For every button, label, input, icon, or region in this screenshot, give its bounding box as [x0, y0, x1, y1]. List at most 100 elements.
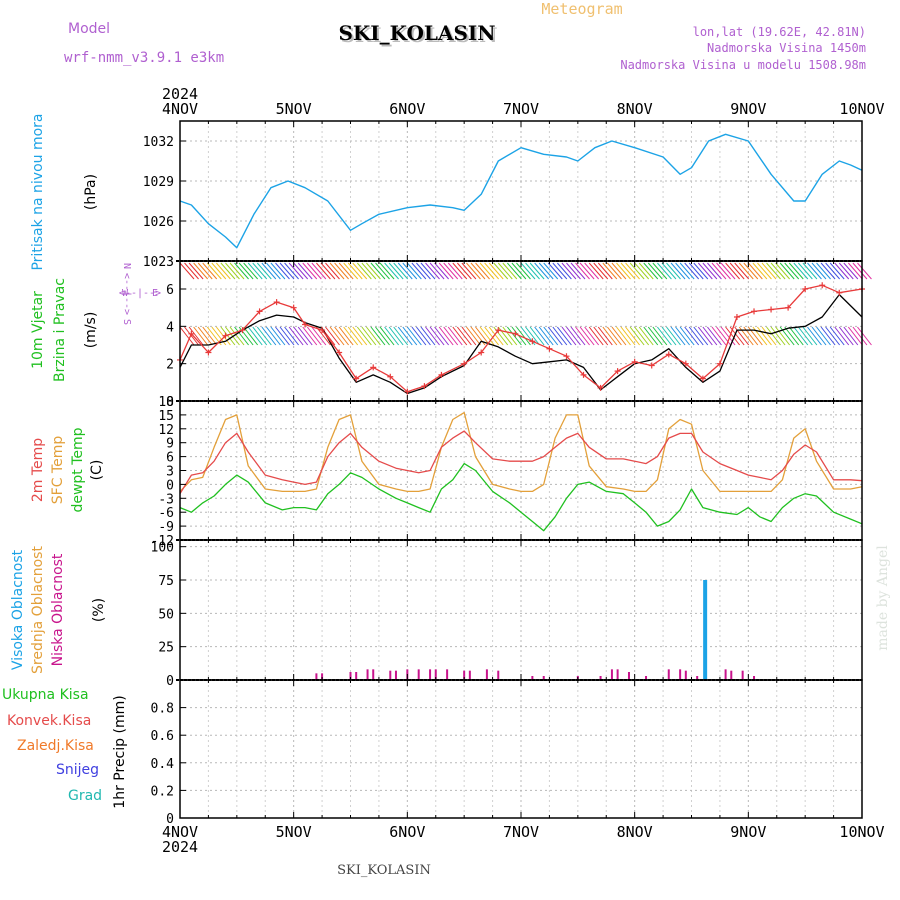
y-tick-label: 1026 — [143, 215, 174, 230]
time-label-bottom: 10NOV — [839, 823, 884, 841]
wind-arrow — [534, 262, 550, 280]
wind-arrow — [816, 262, 831, 280]
wind-arrow — [370, 262, 386, 280]
wind-arrow — [266, 262, 281, 280]
wind-arrow — [675, 262, 690, 280]
cloud-title-low: Niska Oblacnost — [50, 553, 66, 666]
wind-arrow — [375, 262, 390, 280]
time-label-top: 7NOV — [503, 100, 539, 118]
wind-arrow — [343, 326, 359, 346]
wind-arrow — [366, 262, 381, 280]
wind-gust-marker — [665, 351, 672, 358]
wind-arrow — [588, 262, 604, 280]
wind-arrow — [693, 262, 709, 280]
wind-arrow — [243, 262, 259, 280]
wind-arrow — [834, 326, 850, 346]
wind-arrow — [816, 326, 831, 346]
wind-arrow — [334, 262, 349, 280]
wind-arrow — [452, 326, 468, 346]
y-tick-label: -9 — [158, 520, 174, 535]
wind-arrow — [811, 326, 827, 346]
wind-arrow — [275, 326, 290, 346]
wind-arrow — [775, 326, 791, 346]
wind-arrow — [475, 326, 490, 346]
y-tick-label: 75 — [158, 574, 174, 589]
wind-arrow — [679, 262, 695, 280]
time-label-top: 10NOV — [839, 100, 884, 118]
compass-south: S — [121, 319, 132, 325]
wind-mean-line — [179, 293, 863, 395]
wind-arrow — [657, 262, 672, 280]
cloud-low-bar — [468, 670, 471, 680]
wind-gust-marker — [648, 362, 655, 369]
wind-arrow — [711, 262, 727, 280]
wind-arrow — [193, 326, 209, 346]
wind-arrow — [611, 326, 627, 346]
cloud-low-bar — [417, 669, 420, 680]
wind-arrow — [411, 262, 427, 280]
cloud-low-bar — [531, 676, 534, 680]
wind-gust-marker — [597, 384, 604, 391]
wind-arrow — [393, 326, 409, 346]
wind-gust-marker — [495, 327, 502, 334]
y-tick-label: 0 — [166, 395, 174, 410]
wind-arrow — [634, 326, 650, 346]
wind-arrow — [584, 326, 600, 346]
wind-arrow — [302, 262, 318, 280]
wind-arrow — [716, 262, 731, 280]
wind-arrow — [757, 262, 772, 280]
wind-arrow — [566, 262, 581, 280]
wind-arrow — [211, 262, 227, 280]
wind-arrow — [843, 262, 859, 280]
wind-arrow — [416, 262, 431, 280]
cloud-low-bar — [645, 676, 648, 680]
wind-arrow — [807, 326, 822, 346]
y-tick-label: 1032 — [143, 135, 174, 150]
wind-arrow — [356, 326, 372, 346]
wind-arrow — [666, 262, 681, 280]
wind-arrow — [525, 326, 540, 346]
pressure-title: Pritisak na nivou mora — [30, 113, 46, 270]
wind-arrow — [438, 262, 454, 280]
wind-arrow — [552, 326, 568, 346]
wind-arrow — [329, 262, 345, 280]
wind-arrow — [420, 262, 436, 280]
wind-arrow — [311, 262, 327, 280]
cloud-low-bar — [542, 676, 545, 680]
wind-arrow — [793, 262, 809, 280]
wind-arrow — [452, 262, 468, 280]
wind-arrow — [852, 262, 868, 280]
footer-station: SKI_KOLASIN — [337, 863, 431, 878]
wind-arrow — [306, 262, 322, 280]
wind-arrow — [488, 262, 504, 280]
temp-title-dewpt: dewpt Temp — [70, 427, 86, 512]
wind-arrow — [647, 262, 663, 280]
wind-arrow — [197, 326, 213, 346]
wind-gust-marker — [370, 364, 377, 371]
wind-arrow — [847, 326, 863, 346]
wind-arrow — [375, 326, 390, 346]
wind-arrow — [620, 326, 636, 346]
wind-arrow — [693, 326, 709, 346]
precip-title-snow: Snijeg — [56, 762, 99, 778]
wind-arrow — [847, 262, 863, 280]
wind-arrow — [697, 262, 713, 280]
y-tick-label: 25 — [158, 641, 174, 656]
cloud-low-bar — [394, 670, 397, 680]
wind-gust-marker — [529, 338, 536, 345]
time-label-top: 8NOV — [617, 100, 653, 118]
wind-arrow — [343, 262, 359, 280]
wind-arrow — [484, 326, 500, 346]
y-tick-label: 1029 — [143, 175, 174, 190]
wind-arrow — [429, 262, 445, 280]
temp-title-sfc: SFC Temp — [50, 436, 66, 505]
wind-arrow — [616, 262, 631, 280]
wind-arrow — [729, 262, 745, 280]
wind-arrow — [347, 326, 363, 346]
altitude: Nadmorska Visina 1450m — [707, 41, 866, 55]
wind-arrow — [825, 262, 841, 280]
wind-arrow — [215, 262, 231, 280]
wind-arrow — [697, 326, 713, 346]
wind-arrow — [379, 326, 395, 346]
cloud-title-mid: Srednja Oblacnost — [30, 546, 46, 674]
